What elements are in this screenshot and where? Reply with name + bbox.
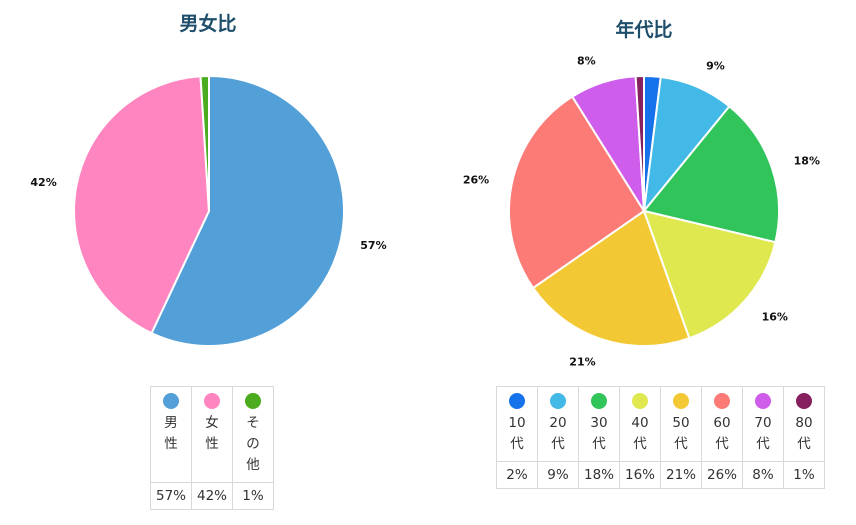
- age-legend-value-40s: 16%: [619, 461, 661, 489]
- age-legend-item-60s[interactable]: 60 代: [701, 386, 743, 462]
- age-legend-label-80s: 80 代: [795, 415, 813, 452]
- age-slice-30s[interactable]: [642, 104, 780, 244]
- gender-slice-female[interactable]: [73, 75, 211, 335]
- age-legend-swatch-60s: [714, 393, 730, 409]
- age-legend-item-40s[interactable]: 40 代: [619, 386, 661, 462]
- age-legend-value-10s: 2%: [496, 461, 538, 489]
- age-data-label-40s: 16%: [762, 310, 788, 323]
- age-legend-table: 10 代 20 代 30 代 40 代 50 代 60 代 70 代 80 代 2% 9% 18% 16% 21% 26…: [496, 386, 825, 489]
- gender-data-label-male: 57%: [360, 239, 386, 252]
- gender-legend-swatch-male: [163, 393, 179, 409]
- age-legend-item-20s[interactable]: 20 代: [537, 386, 579, 462]
- age-legend-item-10s[interactable]: 10 代: [496, 386, 538, 462]
- gender-chart-panel: 男女比 57% 42% 男性女性その他 57% 42% 1%: [30, 13, 387, 510]
- age-legend-item-50s[interactable]: 50 代: [660, 386, 702, 462]
- age-legend-label-70s: 70 代: [754, 415, 772, 452]
- age-chart-title: 年代比: [615, 19, 673, 41]
- gender-legend-value-male: 57%: [150, 482, 192, 510]
- age-legend-label-30s: 30 代: [590, 415, 608, 452]
- age-slice-60s[interactable]: [508, 95, 646, 290]
- age-data-label-20s: 9%: [706, 60, 725, 73]
- age-legend-swatch-10s: [509, 393, 525, 409]
- age-legend-label-10s: 10 代: [508, 415, 526, 452]
- age-pie-chart: 9% 18% 16% 21% 26% 8%: [463, 55, 820, 369]
- gender-data-label-female: 42%: [30, 176, 56, 189]
- age-slice-80s[interactable]: [634, 74, 645, 212]
- gender-legend-value-female: 42%: [191, 482, 233, 510]
- gender-legend-swatch-other: [245, 393, 261, 409]
- gender-slice-other[interactable]: [199, 74, 210, 212]
- age-chart-panel: 年代比 9% 18% 16% 21% 26% 8% 10 代 20 代 30 代 40 代 50 代 60 代 7…: [428, 0, 856, 525]
- age-legend-value-50s: 21%: [660, 461, 702, 489]
- age-data-label-70s: 8%: [577, 55, 596, 68]
- gender-legend-table: 男性女性 その他 57% 42% 1%: [150, 386, 274, 510]
- age-legend-label-60s: 60 代: [713, 415, 731, 452]
- age-legend-swatch-20s: [550, 393, 566, 409]
- gender-legend-item-other[interactable]: その他: [232, 386, 274, 483]
- age-legend-value-80s: 1%: [783, 461, 825, 489]
- gender-legend-label-other: その他: [246, 415, 260, 473]
- gender-legend-item-male[interactable]: 男性: [150, 386, 192, 483]
- gender-slice-male[interactable]: [150, 74, 345, 347]
- age-data-label-60s: 26%: [463, 173, 489, 186]
- age-legend-item-70s[interactable]: 70 代: [742, 386, 784, 462]
- age-legend-value-60s: 26%: [701, 461, 743, 489]
- age-data-label-30s: 18%: [794, 154, 820, 167]
- age-legend-value-30s: 18%: [578, 461, 620, 489]
- age-legend-value-20s: 9%: [537, 461, 579, 489]
- age-legend-swatch-30s: [591, 393, 607, 409]
- age-legend-swatch-80s: [796, 393, 812, 409]
- age-legend-label-20s: 20 代: [549, 415, 567, 452]
- gender-legend-swatch-female: [204, 393, 220, 409]
- age-legend-swatch-50s: [673, 393, 689, 409]
- age-legend-item-80s[interactable]: 80 代: [783, 386, 825, 462]
- age-legend-item-30s[interactable]: 30 代: [578, 386, 620, 462]
- age-legend-label-50s: 50 代: [672, 415, 690, 452]
- age-legend-swatch-40s: [632, 393, 648, 409]
- age-slice-50s[interactable]: [531, 209, 691, 347]
- age-legend-swatch-70s: [755, 393, 771, 409]
- gender-chart-title: 男女比: [179, 13, 237, 35]
- gender-pie-chart: 57% 42%: [30, 74, 387, 347]
- gender-legend-label-male: 男性: [164, 415, 178, 452]
- age-legend-value-70s: 8%: [742, 461, 784, 489]
- age-data-label-50s: 21%: [569, 355, 595, 368]
- age-slice-40s[interactable]: [642, 209, 777, 340]
- gender-legend-label-female: 女性: [205, 415, 219, 452]
- gender-legend-value-other: 1%: [232, 482, 274, 510]
- gender-legend-item-female[interactable]: 女性: [191, 386, 233, 483]
- age-legend-label-40s: 40 代: [631, 415, 649, 452]
